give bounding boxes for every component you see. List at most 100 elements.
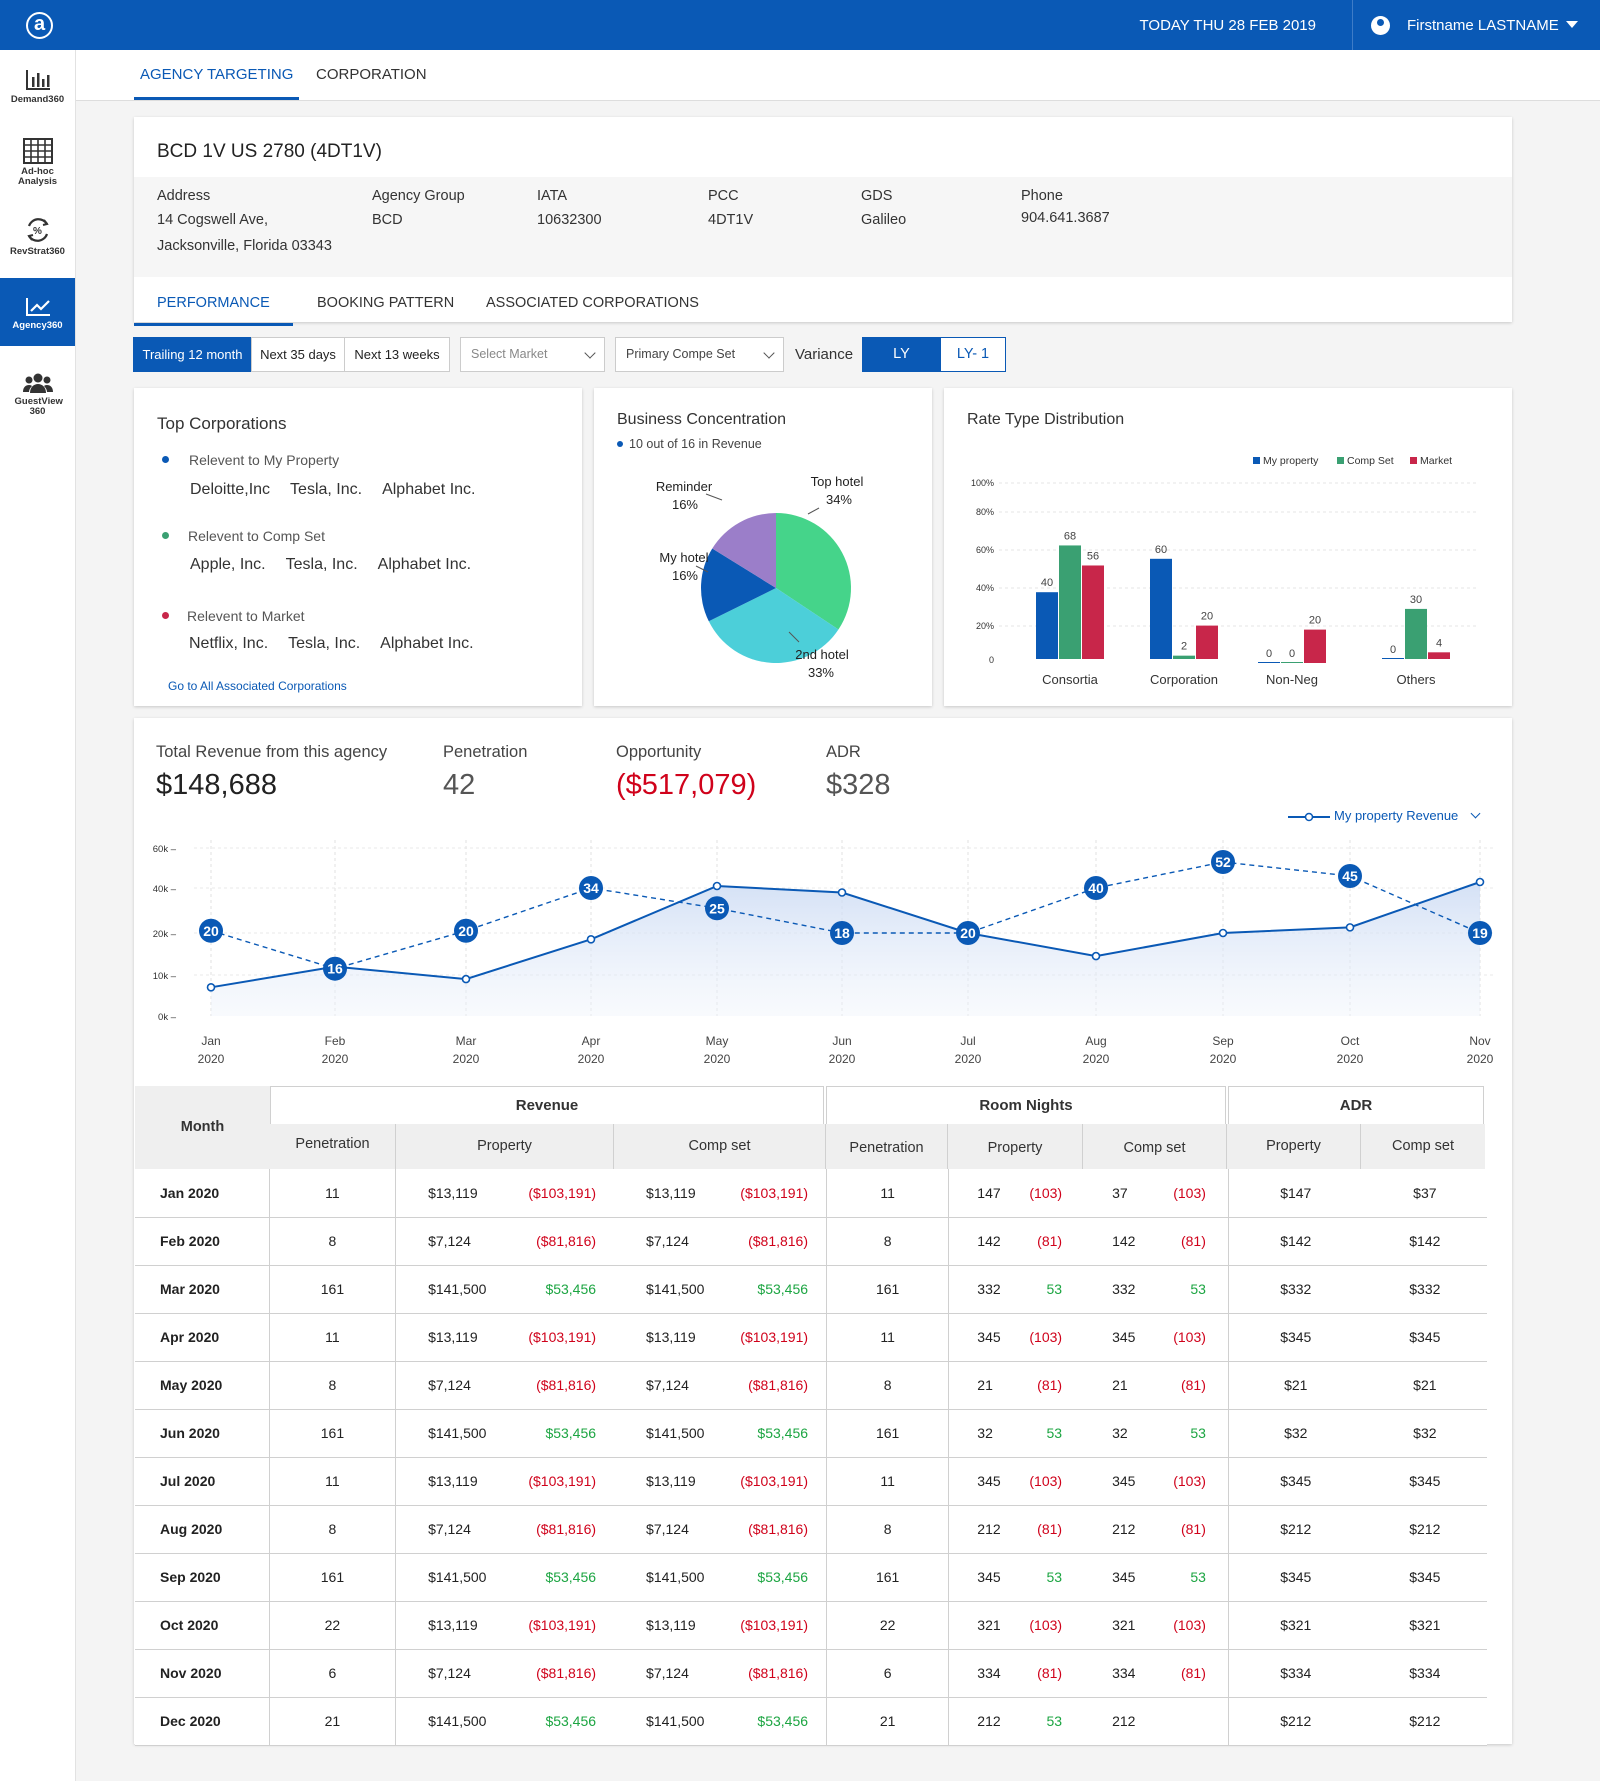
x-category-label: Corporation — [1150, 672, 1218, 687]
bar-consortia-comp-set[interactable] — [1059, 545, 1081, 659]
cell-value: 212 — [1112, 1521, 1136, 1537]
table-row[interactable]: Aug 2020 8 $7,124 ($81,816) $7,124 ($81,816) 8… — [135, 1505, 1487, 1554]
bar-non-neg-market[interactable] — [1304, 629, 1326, 663]
corp-name[interactable]: Deloitte,Inc — [190, 481, 271, 498]
cell-rev_pen: 8 — [269, 1505, 397, 1554]
data-point[interactable] — [206, 983, 216, 992]
cell-rev_prop: $141,500 $53,456 — [395, 1265, 615, 1314]
bar-data-label: 0 — [1289, 648, 1295, 660]
value-badge[interactable] — [956, 921, 980, 945]
variance-label: Variance — [795, 346, 854, 363]
cell-rev_comp: $13,119 ($103,191) — [614, 1169, 828, 1218]
corp-name[interactable]: Alphabet Inc. — [377, 556, 472, 573]
corp-name[interactable]: Tesla, Inc. — [290, 481, 363, 498]
value-badge[interactable] — [199, 918, 223, 943]
corp-name[interactable]: Alphabet Inc. — [382, 481, 476, 498]
data-point[interactable] — [837, 888, 847, 897]
period-next-35-days[interactable]: Next 35 days — [251, 337, 345, 372]
line-legend-dropdown[interactable]: My property Revenue — [1288, 808, 1481, 823]
sidebar-item-demand360[interactable]: Demand360 — [0, 68, 75, 130]
value-badge[interactable] — [1084, 876, 1108, 900]
bar-corporation-comp-set[interactable] — [1173, 655, 1195, 659]
cell-variance: $53,456 — [757, 1281, 809, 1297]
variance-ly-1[interactable]: LY- 1 — [940, 337, 1006, 372]
value-badge[interactable] — [830, 921, 854, 945]
value-badge[interactable] — [323, 956, 347, 981]
value-badge[interactable] — [705, 896, 729, 921]
table-row[interactable]: Nov 2020 6 $7,124 ($81,816) $7,124 ($81,816) 6… — [135, 1649, 1487, 1698]
user-avatar-icon[interactable] — [1371, 16, 1390, 35]
value-badge[interactable] — [1468, 921, 1492, 945]
user-name[interactable]: Firstname LASTNAME — [1407, 17, 1559, 34]
pie-slice-reminder[interactable] — [712, 513, 776, 588]
phone-label: Phone — [1021, 188, 1063, 204]
cell-value: 32 — [1112, 1425, 1128, 1441]
pie-slice-my-hotel[interactable] — [701, 548, 776, 622]
compset-select[interactable]: Primary Compe Set — [615, 337, 784, 372]
iata-label: IATA — [537, 188, 568, 204]
cell-value: 321 — [977, 1617, 1001, 1633]
value-badge[interactable] — [1211, 850, 1235, 874]
sidebar-item-revstrat360[interactable]: % RevStrat360 — [0, 216, 75, 278]
value-badge[interactable] — [454, 918, 478, 943]
data-point[interactable] — [1475, 877, 1485, 887]
sidebar-item-agency360[interactable]: Agency360 — [0, 278, 75, 346]
bar-corporation-my-property[interactable] — [1150, 558, 1172, 659]
user-menu-caret-icon[interactable] — [1566, 21, 1578, 28]
tab-agency-targeting[interactable]: AGENCY TARGETING — [134, 66, 300, 100]
cell-variance: (81) — [1180, 1665, 1206, 1681]
corp-name[interactable]: Netflix, Inc. — [189, 635, 269, 652]
value-badge[interactable] — [1338, 864, 1362, 888]
table-row[interactable]: Jan 2020 11 $13,119 ($103,191) $13,119 ($103,… — [135, 1169, 1487, 1218]
cell-variance: (81) — [1037, 1521, 1063, 1537]
table-row[interactable]: Oct 2020 22 $13,119 ($103,191) $13,119 ($103,… — [135, 1601, 1487, 1650]
cell-variance: $53,456 — [545, 1569, 597, 1585]
sidebar-item-adhoc[interactable]: Ad-hoc Analysis — [0, 138, 75, 206]
table-row[interactable]: Jun 2020 161 $141,500 $53,456 $141,500 $53,45… — [135, 1409, 1487, 1458]
table-row[interactable]: May 2020 8 $7,124 ($81,816) $7,124 ($81,816) 8… — [135, 1361, 1487, 1410]
cell-variance: 53 — [1190, 1425, 1206, 1441]
bar-others-market[interactable] — [1428, 652, 1450, 659]
value-badge[interactable] — [579, 876, 603, 900]
table-row[interactable]: Jul 2020 11 $13,119 ($103,191) $13,119 ($103,… — [135, 1457, 1487, 1506]
sidebar-item-guestview360[interactable]: GuestView 360 — [0, 372, 75, 440]
period-next-13-weeks[interactable]: Next 13 weeks — [344, 337, 450, 372]
corp-name[interactable]: Apple, Inc. — [190, 556, 266, 573]
corp-name[interactable]: Tesla, Inc. — [288, 635, 361, 652]
data-point[interactable] — [1091, 951, 1101, 961]
iata-value: 10632300 — [537, 212, 602, 228]
corp-name[interactable]: Tesla, Inc. — [285, 556, 358, 573]
all-corporations-link[interactable]: Go to All Associated Corporations — [168, 679, 347, 693]
tab-associated-corporations[interactable]: ASSOCIATED CORPORATIONS — [486, 295, 699, 311]
tab-performance[interactable]: PERFORMANCE — [134, 295, 293, 326]
x-tick-year: 2020 — [1210, 1052, 1237, 1066]
tab-booking-pattern[interactable]: BOOKING PATTERN — [317, 295, 455, 311]
cell-variance: ($103,191) — [528, 1329, 597, 1345]
pie-slice-top-hotel[interactable] — [776, 513, 851, 630]
cell-value: $7,124 — [428, 1665, 471, 1681]
pie-label-name: My hotel — [659, 550, 708, 565]
corp-name[interactable]: Alphabet Inc. — [380, 635, 474, 652]
bar-zero-stub — [1258, 662, 1280, 663]
table-row[interactable]: Apr 2020 11 $13,119 ($103,191) $13,119 ($103,… — [135, 1313, 1487, 1362]
data-point[interactable] — [1345, 923, 1355, 932]
data-point[interactable] — [1218, 928, 1228, 938]
data-point[interactable] — [461, 974, 471, 984]
bar-consortia-my-property[interactable] — [1036, 592, 1058, 659]
table-row[interactable]: Sep 2020 161 $141,500 $53,456 $141,500 $53,45… — [135, 1553, 1487, 1602]
table-row[interactable]: Feb 2020 8 $7,124 ($81,816) $7,124 ($81,816) 8… — [135, 1217, 1487, 1266]
period-trailing-12-month[interactable]: Trailing 12 month — [133, 337, 252, 372]
table-row[interactable]: Dec 2020 21 $141,500 $53,456 $141,500 $53,456… — [135, 1697, 1487, 1746]
bar-consortia-market[interactable] — [1082, 565, 1104, 659]
data-point[interactable] — [712, 881, 722, 891]
app-logo[interactable]: a — [26, 12, 53, 39]
table-row[interactable]: Mar 2020 161 $141,500 $53,456 $141,500 $53,45… — [135, 1265, 1487, 1314]
pie-slice-2nd-hotel[interactable] — [708, 588, 839, 663]
market-select[interactable]: Select Market — [460, 337, 605, 372]
bar-others-comp-set[interactable] — [1405, 608, 1427, 659]
tab-corporation[interactable]: CORPORATION — [316, 66, 427, 83]
bar-corporation-market[interactable] — [1196, 625, 1218, 659]
cell-rn_pen: 8 — [826, 1217, 950, 1266]
variance-ly[interactable]: LY — [862, 337, 941, 372]
data-point[interactable] — [586, 935, 596, 944]
